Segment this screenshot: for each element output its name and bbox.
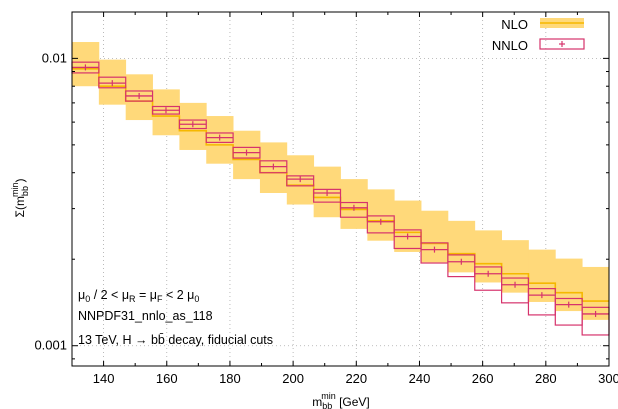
x-tick-label: 240 xyxy=(409,371,431,386)
nnlo-bin-box xyxy=(420,242,449,264)
ticks: 140 160 180 200 220 240 260 280 300 0.01 0.001 xyxy=(34,12,618,386)
svg-text:Σ(mbbmin): Σ(mbbmin) xyxy=(10,179,30,218)
x-tick-label: 280 xyxy=(535,371,557,386)
nlo-band-bin xyxy=(340,179,368,229)
nnlo-bin-box xyxy=(366,215,395,234)
y-axis-title: Σ(mbbmin) xyxy=(10,179,30,218)
nnlo-bin-box xyxy=(313,188,342,203)
annotation-scale-variation: μ0 / 2 < μR = μF < 2 μ0 xyxy=(78,288,199,304)
legend: NLO NNLO xyxy=(492,17,585,53)
nnlo-bin-box xyxy=(447,254,476,278)
nlo-band-bin xyxy=(367,189,395,241)
legend-swatch-nnlo-box xyxy=(539,38,585,50)
x-tick-label: 300 xyxy=(598,371,618,386)
x-tick-label: 220 xyxy=(345,371,367,386)
nnlo-bin-box xyxy=(339,201,368,218)
y-tick-label: 0.01 xyxy=(42,50,67,65)
legend-label-nnlo: NNLO xyxy=(492,38,528,53)
axes xyxy=(71,11,610,367)
plot-frame xyxy=(71,11,610,367)
x-tick-label: 260 xyxy=(472,371,494,386)
nlo-band-bin xyxy=(421,210,449,263)
nlo-band-bin xyxy=(394,200,422,252)
x-tick-label: 140 xyxy=(93,371,115,386)
x-tick-label: 160 xyxy=(156,371,178,386)
annotation-process: 13 TeV, H → bb̄ decay, fiducial cuts xyxy=(78,333,273,347)
x-tick-label: 200 xyxy=(282,371,304,386)
legend-label-nlo: NLO xyxy=(501,17,528,32)
nlo-band-bin xyxy=(72,42,100,87)
x-tick-label: 180 xyxy=(219,371,241,386)
nnlo-bin-box xyxy=(286,175,315,187)
svg-text:mbbmin [GeV]: mbbmin [GeV] xyxy=(312,391,370,409)
x-axis-title: mbbmin [GeV] xyxy=(312,391,370,409)
annotation-pdf: NNPDF31_nnlo_as_118 xyxy=(78,309,213,323)
nnlo-central xyxy=(72,64,609,317)
nnlo-bin-box xyxy=(393,229,422,250)
y-tick-label: 0.001 xyxy=(34,338,67,353)
